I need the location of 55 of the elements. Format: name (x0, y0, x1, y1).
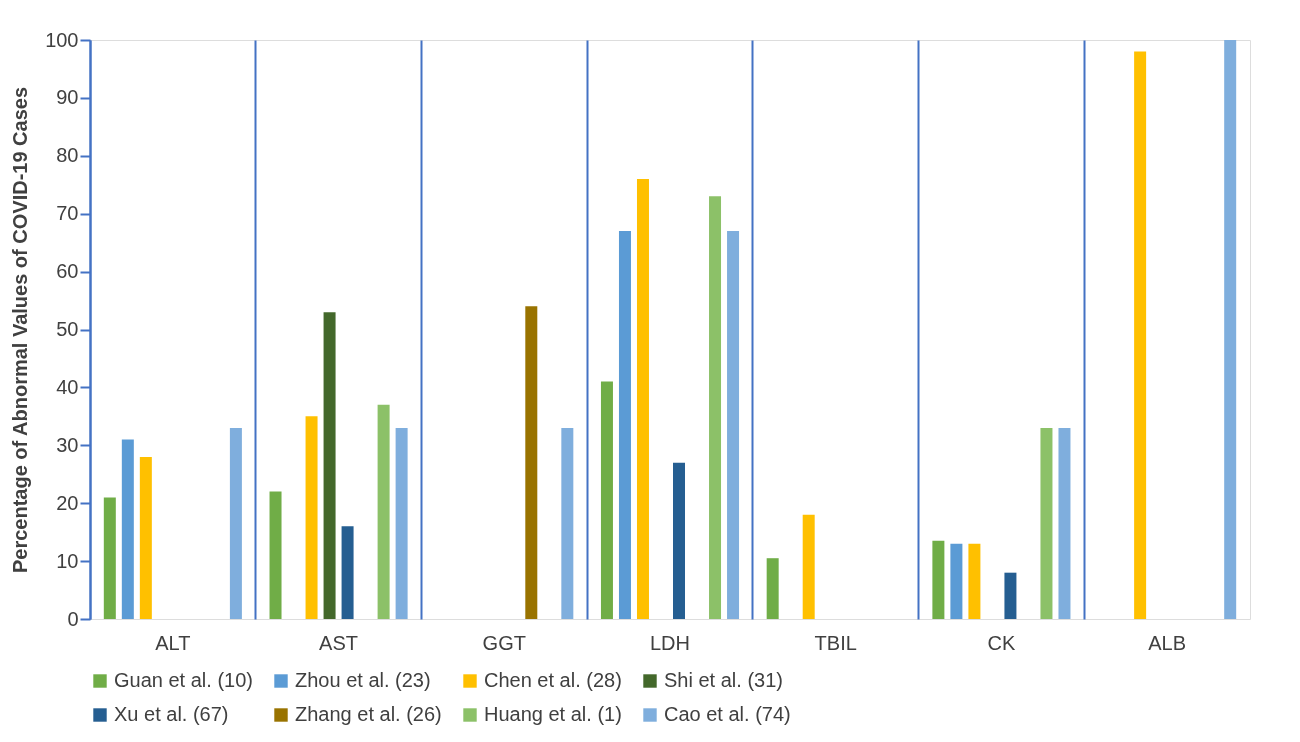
bar (673, 462, 686, 619)
y-axis-title: Percentage of Abnormal Values of COVID-19 Cases (9, 86, 32, 574)
bar (618, 231, 631, 619)
y-tick-label: 40 (56, 375, 79, 398)
bar (229, 427, 242, 619)
legend-label: Cao et al. (74) (664, 703, 791, 725)
bar (305, 416, 318, 619)
y-tick-label: 100 (45, 28, 79, 51)
bar (600, 381, 613, 619)
x-tick-label: LDH (649, 631, 691, 654)
y-tick-label: 70 (56, 202, 79, 225)
legend-label: Zhang et al. (26) (295, 703, 442, 725)
bar (269, 491, 282, 619)
bar (766, 558, 779, 619)
bar (1040, 427, 1053, 619)
bar (395, 427, 408, 619)
legend-label: Huang et al. (1) (484, 703, 622, 725)
bar (561, 427, 574, 619)
y-tick-label: 80 (56, 144, 79, 167)
legend-label: Zhou et al. (23) (295, 669, 431, 691)
x-tick-label: ALB (1148, 631, 1187, 654)
legend-label: Chen et al. (28) (484, 669, 622, 691)
y-tick-label: 30 (56, 433, 79, 456)
bar (1134, 51, 1147, 619)
legend-label: Guan et al. (10) (114, 669, 253, 691)
bar (1058, 427, 1071, 619)
bar (121, 439, 134, 619)
y-tick-label: 90 (56, 86, 79, 109)
bar (323, 312, 336, 619)
bar (525, 306, 538, 619)
x-tick-label: TBIL (814, 631, 857, 654)
bar (139, 456, 152, 619)
legend-label: Xu et al. (67) (114, 703, 229, 725)
legend-label: Shi et al. (31) (664, 669, 783, 691)
y-tick-label: 0 (67, 607, 79, 630)
x-tick-label: AST (319, 631, 359, 654)
bar (636, 178, 649, 619)
x-tick-label: ALT (155, 631, 191, 654)
bar (968, 543, 981, 619)
bar (950, 543, 963, 619)
bar (802, 514, 815, 619)
bar (103, 497, 116, 619)
bar (1224, 40, 1237, 619)
bar (727, 231, 740, 619)
y-tick-label: 10 (56, 549, 79, 572)
bar (1004, 572, 1017, 619)
bar (341, 526, 354, 619)
bar (377, 404, 390, 619)
y-tick-label: 20 (56, 491, 79, 514)
bar (932, 540, 945, 619)
y-tick-label: 50 (56, 318, 79, 340)
y-tick-label: 60 (56, 260, 79, 283)
x-tick-label: CK (987, 631, 1016, 654)
x-tick-label: GGT (482, 631, 526, 654)
bar (709, 196, 722, 619)
